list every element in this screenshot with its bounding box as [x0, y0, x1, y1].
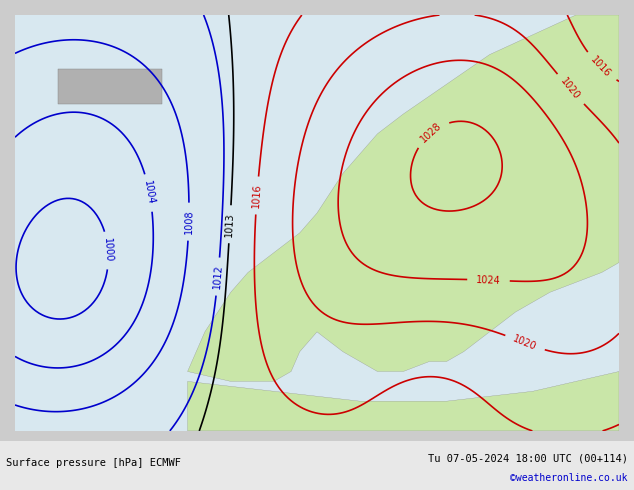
Text: Tu 07-05-2024 18:00 UTC (00+114): Tu 07-05-2024 18:00 UTC (00+114) [428, 453, 628, 463]
Text: 1016: 1016 [589, 55, 613, 79]
Text: 1004: 1004 [142, 180, 157, 206]
Text: 1008: 1008 [183, 209, 194, 234]
Text: 1024: 1024 [476, 274, 501, 286]
Text: 1020: 1020 [559, 76, 582, 102]
Text: ©weatheronline.co.uk: ©weatheronline.co.uk [510, 473, 628, 483]
Text: 1000: 1000 [102, 238, 114, 263]
Text: Surface pressure [hPa] ECMWF: Surface pressure [hPa] ECMWF [6, 458, 181, 468]
Text: 1028: 1028 [418, 121, 444, 145]
Text: 1012: 1012 [212, 264, 224, 289]
Text: 1020: 1020 [512, 334, 538, 352]
Polygon shape [58, 70, 162, 104]
Text: 1013: 1013 [224, 212, 236, 237]
Polygon shape [188, 15, 619, 381]
Text: 1016: 1016 [251, 183, 263, 208]
Polygon shape [188, 371, 619, 431]
